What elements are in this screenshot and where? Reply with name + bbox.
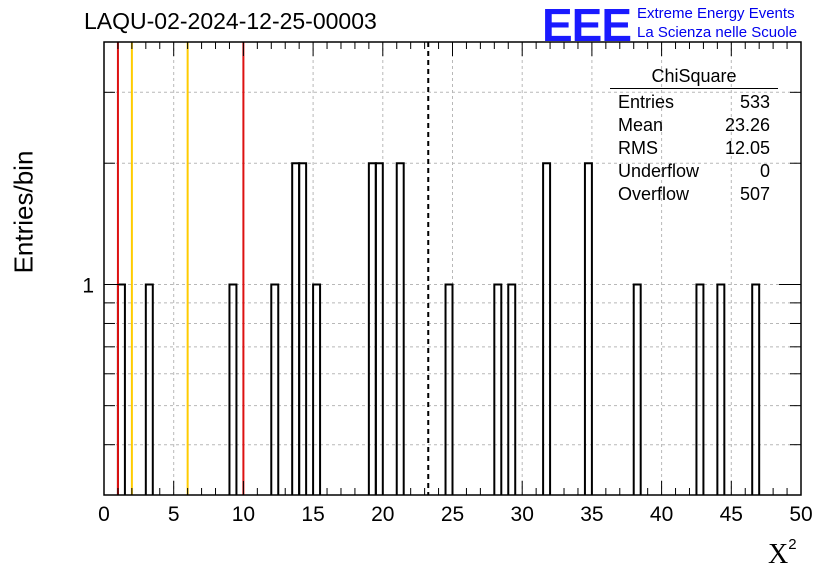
stats-row-entries: Entries 533	[610, 91, 778, 114]
y-axis-label-box: Entries/bin	[4, 112, 44, 312]
x-tick-label: 45	[720, 503, 743, 526]
histogram-bin	[751, 283, 761, 495]
logo-line-2: La Scienza nelle Scuole	[637, 24, 798, 41]
histogram-bin	[228, 283, 238, 495]
histogram-bin	[374, 162, 384, 495]
stats-row-mean: Mean 23.26	[610, 114, 778, 137]
stats-value: 0	[759, 161, 770, 181]
histogram-bin	[270, 283, 280, 495]
x-tick-label: 0	[98, 503, 110, 526]
x-tick-label: 50	[789, 503, 812, 526]
y-tick-label: 1	[82, 274, 94, 297]
histogram-bin	[507, 283, 517, 495]
histogram-bin	[716, 283, 726, 495]
x-tick-label: 40	[650, 503, 673, 526]
stats-label: Entries	[618, 92, 675, 112]
histogram-bin	[395, 162, 405, 495]
stats-name: ChiSquare	[610, 66, 778, 89]
x-axis-label: X2	[768, 536, 797, 571]
x-tick-label: 20	[371, 503, 394, 526]
logo-line-1: Extreme Energy Events	[637, 5, 795, 22]
stats-value: 23.26	[724, 115, 770, 135]
stats-value: 533	[739, 92, 770, 112]
stats-value: 12.05	[724, 138, 770, 158]
histogram-bin	[444, 283, 454, 495]
histogram-bin	[312, 283, 322, 495]
x-axis-label-main: X	[768, 539, 789, 570]
x-tick-label: 10	[232, 503, 255, 526]
stats-label: Mean	[618, 115, 664, 135]
stats-value: 507	[739, 184, 770, 204]
x-tick-label: 15	[301, 503, 324, 526]
stats-label: RMS	[618, 138, 658, 158]
x-tick-label: 35	[580, 503, 603, 526]
y-axis-label: Entries/bin	[8, 150, 39, 274]
eee-logo: EEE	[542, 0, 632, 51]
histogram-bin	[542, 162, 552, 495]
x-axis-label-superscript: 2	[788, 536, 797, 553]
chart-title: LAQU-02-2024-12-25-00003	[84, 8, 377, 34]
histogram-bin	[298, 162, 308, 495]
x-tick-label: 30	[511, 503, 534, 526]
stats-row-underflow: Underflow 0	[610, 160, 778, 183]
stats-label: Overflow	[618, 184, 690, 204]
stats-row-overflow: Overflow 507	[610, 183, 778, 206]
stats-row-rms: RMS 12.05	[610, 137, 778, 160]
histogram-bin	[493, 283, 503, 495]
histogram-bin	[695, 283, 705, 495]
x-tick-label: 5	[168, 503, 180, 526]
x-tick-label: 25	[441, 503, 464, 526]
stats-box: ChiSquare Entries 533 Mean 23.26 RMS 12.…	[610, 66, 778, 206]
histogram-bin	[144, 283, 154, 495]
histogram-bin	[583, 162, 593, 495]
stats-label: Underflow	[618, 161, 700, 181]
histogram-bin	[632, 283, 642, 495]
